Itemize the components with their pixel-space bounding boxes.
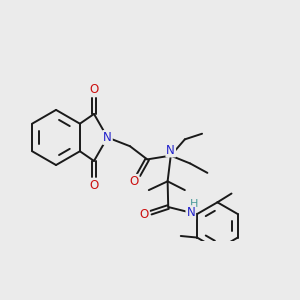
Text: O: O bbox=[140, 208, 149, 221]
Text: N: N bbox=[186, 206, 195, 219]
Text: N: N bbox=[167, 143, 175, 157]
Text: O: O bbox=[129, 175, 138, 188]
Text: O: O bbox=[89, 83, 99, 96]
Text: N: N bbox=[103, 131, 112, 144]
Text: H: H bbox=[190, 199, 199, 209]
Text: O: O bbox=[89, 178, 99, 192]
